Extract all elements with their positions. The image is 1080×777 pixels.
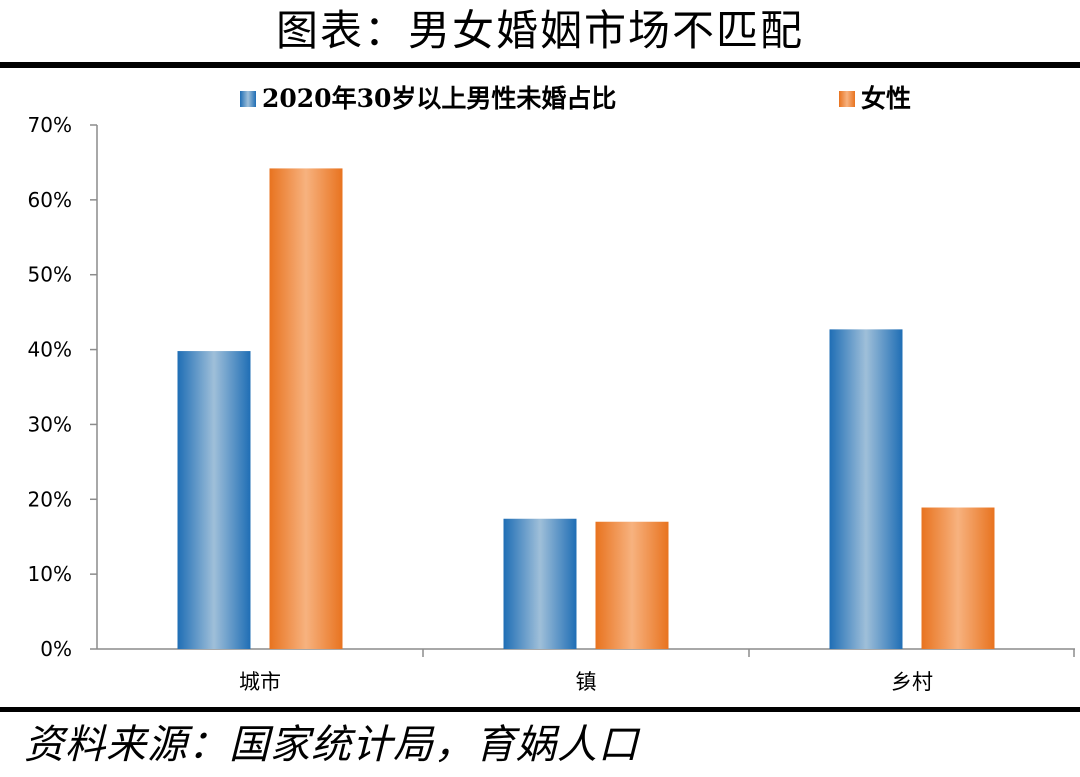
y-tick-label: 10% [28, 562, 72, 586]
y-tick-label: 0% [40, 637, 72, 661]
bar-male-1 [503, 518, 577, 649]
y-tick-label: 40% [28, 338, 72, 362]
y-tick-label: 70% [28, 113, 72, 137]
y-tick-label: 20% [28, 487, 72, 511]
legend-swatch-1 [839, 91, 855, 107]
y-tick-label: 30% [28, 412, 72, 436]
y-tick-label: 60% [28, 188, 72, 212]
legend: 2020年30岁以上男性未婚占比 女性 [240, 84, 911, 113]
axes: 0% 10% 20% 30% 40% 50% 60% 70% 城市 镇 乡村 [28, 113, 1075, 694]
bar-male-0 [177, 351, 251, 649]
y-tick-label: 50% [28, 263, 72, 287]
legend-label-1: 女性 [861, 84, 911, 113]
bar-chart: 2020年30岁以上男性未婚占比 女性 0% 10% 20% 30% 40% 50% 60% 7… [28, 84, 1075, 694]
x-tick-label: 镇 [576, 670, 597, 694]
top-rule [0, 62, 1080, 68]
bottom-rule [0, 707, 1080, 712]
bars [177, 168, 995, 649]
bar-female-1 [595, 521, 669, 649]
legend-swatch-0 [240, 91, 256, 107]
bar-female-2 [921, 507, 995, 649]
source-note: 资料来源：国家统计局，育娲人口 [24, 722, 639, 768]
x-tick-label: 城市 [239, 670, 281, 694]
chart-title: 图表：男女婚姻市场不匹配 [275, 6, 804, 55]
legend-label-0: 2020年30岁以上男性未婚占比 [262, 84, 616, 113]
bar-male-2 [829, 329, 903, 649]
x-tick-label: 乡村 [891, 670, 933, 694]
bar-female-0 [269, 168, 343, 649]
